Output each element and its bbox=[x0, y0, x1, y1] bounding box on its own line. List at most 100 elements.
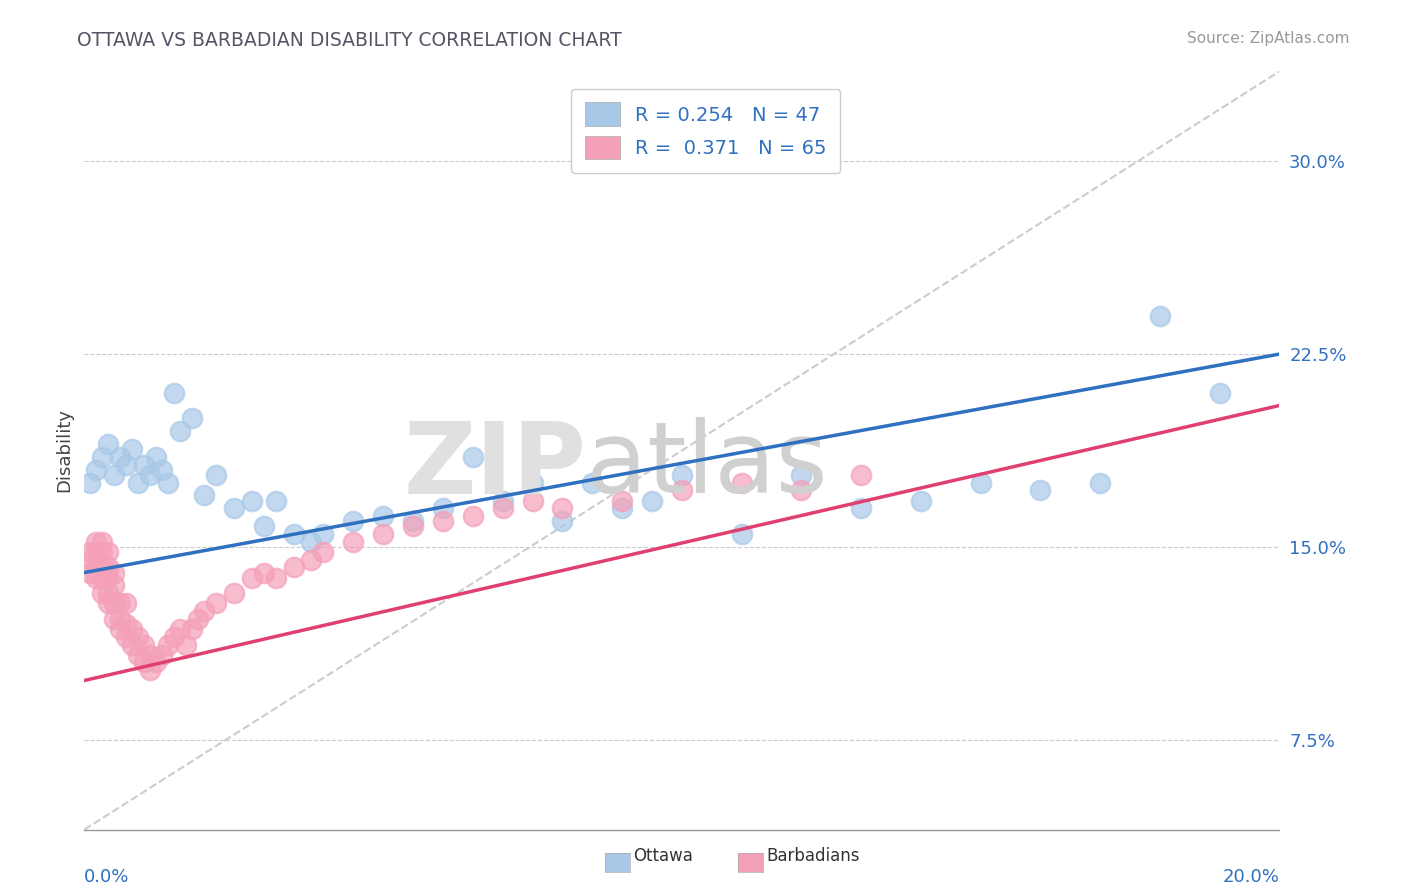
Point bbox=[222, 501, 245, 516]
Point bbox=[240, 493, 263, 508]
Point bbox=[283, 560, 305, 574]
Point bbox=[264, 493, 287, 508]
Text: atlas: atlas bbox=[586, 417, 828, 514]
Point bbox=[240, 571, 263, 585]
Point bbox=[163, 385, 186, 400]
Point bbox=[1029, 483, 1052, 498]
Text: ZIP: ZIP bbox=[404, 417, 586, 514]
Point bbox=[139, 663, 162, 677]
Point bbox=[91, 571, 114, 585]
Point bbox=[103, 612, 125, 626]
Point bbox=[150, 463, 173, 477]
Point bbox=[283, 527, 305, 541]
Point bbox=[110, 450, 132, 464]
Point bbox=[222, 586, 245, 600]
Point bbox=[1209, 385, 1232, 400]
Point bbox=[103, 467, 125, 482]
Text: Barbadians: Barbadians bbox=[766, 847, 860, 865]
Point bbox=[86, 545, 108, 559]
Point bbox=[97, 545, 120, 559]
Point bbox=[110, 596, 132, 610]
Point bbox=[492, 493, 515, 508]
Point bbox=[1149, 309, 1171, 323]
Point bbox=[86, 571, 108, 585]
Point bbox=[110, 622, 132, 636]
Point bbox=[181, 411, 204, 425]
Text: Source: ZipAtlas.com: Source: ZipAtlas.com bbox=[1187, 31, 1350, 46]
Point bbox=[79, 545, 101, 559]
Point bbox=[193, 488, 215, 502]
Point bbox=[139, 648, 162, 662]
Point bbox=[79, 566, 101, 580]
Point bbox=[174, 638, 197, 652]
Point bbox=[110, 612, 132, 626]
Point bbox=[301, 552, 323, 566]
Point bbox=[342, 514, 364, 528]
Point bbox=[373, 527, 395, 541]
Point bbox=[581, 475, 603, 490]
Point bbox=[121, 638, 143, 652]
Point bbox=[522, 475, 544, 490]
Legend: R = 0.254   N = 47, R =  0.371   N = 65: R = 0.254 N = 47, R = 0.371 N = 65 bbox=[571, 88, 841, 173]
Point bbox=[551, 501, 574, 516]
Text: Ottawa: Ottawa bbox=[633, 847, 693, 865]
Point bbox=[402, 514, 425, 528]
Point bbox=[103, 578, 125, 592]
Point bbox=[86, 558, 108, 572]
Point bbox=[312, 545, 335, 559]
Point bbox=[312, 527, 335, 541]
Text: 20.0%: 20.0% bbox=[1223, 868, 1279, 886]
Point bbox=[91, 534, 114, 549]
Point bbox=[127, 630, 149, 644]
Point bbox=[731, 475, 754, 490]
Point bbox=[402, 519, 425, 533]
Point bbox=[91, 545, 114, 559]
Point bbox=[132, 656, 156, 670]
Point bbox=[97, 596, 120, 610]
Text: 0.0%: 0.0% bbox=[84, 868, 129, 886]
Point bbox=[169, 622, 191, 636]
Point bbox=[301, 534, 323, 549]
Point bbox=[373, 508, 395, 523]
Point bbox=[91, 450, 114, 464]
Point bbox=[641, 493, 664, 508]
Point bbox=[145, 450, 167, 464]
Point bbox=[612, 493, 634, 508]
Point bbox=[790, 483, 813, 498]
Point bbox=[205, 467, 228, 482]
Point bbox=[145, 656, 167, 670]
Point bbox=[97, 586, 120, 600]
Point bbox=[86, 534, 108, 549]
Point bbox=[115, 458, 138, 472]
Point bbox=[671, 467, 693, 482]
Point bbox=[461, 450, 484, 464]
Point bbox=[97, 560, 120, 574]
Point bbox=[461, 508, 484, 523]
Point bbox=[121, 442, 143, 457]
Point bbox=[91, 560, 114, 574]
Point bbox=[671, 483, 693, 498]
Point bbox=[551, 514, 574, 528]
Point bbox=[492, 501, 515, 516]
Point bbox=[432, 501, 454, 516]
Point bbox=[187, 612, 209, 626]
Point bbox=[205, 596, 228, 610]
Point bbox=[851, 501, 873, 516]
Point bbox=[157, 638, 180, 652]
Point bbox=[127, 475, 149, 490]
Point bbox=[253, 519, 276, 533]
Text: OTTAWA VS BARBADIAN DISABILITY CORRELATION CHART: OTTAWA VS BARBADIAN DISABILITY CORRELATI… bbox=[77, 31, 621, 50]
Point bbox=[103, 566, 125, 580]
Point bbox=[132, 638, 156, 652]
Point bbox=[181, 622, 204, 636]
Y-axis label: Disability: Disability bbox=[55, 409, 73, 492]
Point bbox=[115, 616, 138, 631]
Point bbox=[97, 571, 120, 585]
Point bbox=[127, 648, 149, 662]
Point bbox=[851, 467, 873, 482]
Point bbox=[790, 467, 813, 482]
Point bbox=[432, 514, 454, 528]
Point bbox=[91, 586, 114, 600]
Point bbox=[1090, 475, 1112, 490]
Point bbox=[163, 630, 186, 644]
